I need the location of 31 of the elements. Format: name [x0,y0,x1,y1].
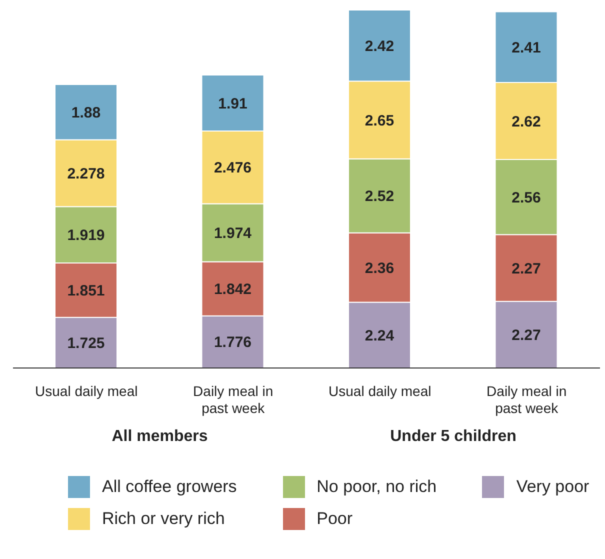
data-label: 2.476 [214,160,252,177]
data-label: 2.62 [512,113,541,130]
data-label: 2.52 [364,188,394,206]
data-label: 1.88 [71,104,101,122]
data-label: 1.851 [67,282,105,300]
x-tick-label: Daily meal in past week [193,383,274,416]
text: Under 5 children [389,428,518,446]
data-label: 2.36 [364,260,394,277]
legend-label: Rich or very rich [101,508,226,530]
data-label: 2.27 [512,260,541,278]
data-label: 1.919 [67,227,105,244]
data-label: 2.24 [364,327,395,344]
data-label: 1.776 [214,334,252,352]
data-label: 1.842 [214,281,252,298]
data-label: 2.42 [364,38,394,55]
text: All members [110,428,209,446]
x-tick-label: Daily meal in past week [486,383,567,416]
data-label: 1.974 [214,225,252,242]
data-label: 1.725 [67,334,105,352]
legend-label: Very poor [515,476,590,498]
legend-label: No poor, no rich [316,476,438,498]
data-label: 1.91 [218,95,248,112]
x-tick-label: Usual daily meal [35,383,138,399]
data-label: 2.41 [512,39,541,56]
data-label: 2.278 [67,165,105,182]
legend-label: All coffee growers [101,476,238,498]
data-label: 2.56 [512,189,541,206]
x-tick-label: Usual daily meal [328,383,432,399]
data-label: 2.27 [512,326,541,344]
data-label: 2.65 [364,112,394,130]
legend-label: Poor [316,508,354,530]
